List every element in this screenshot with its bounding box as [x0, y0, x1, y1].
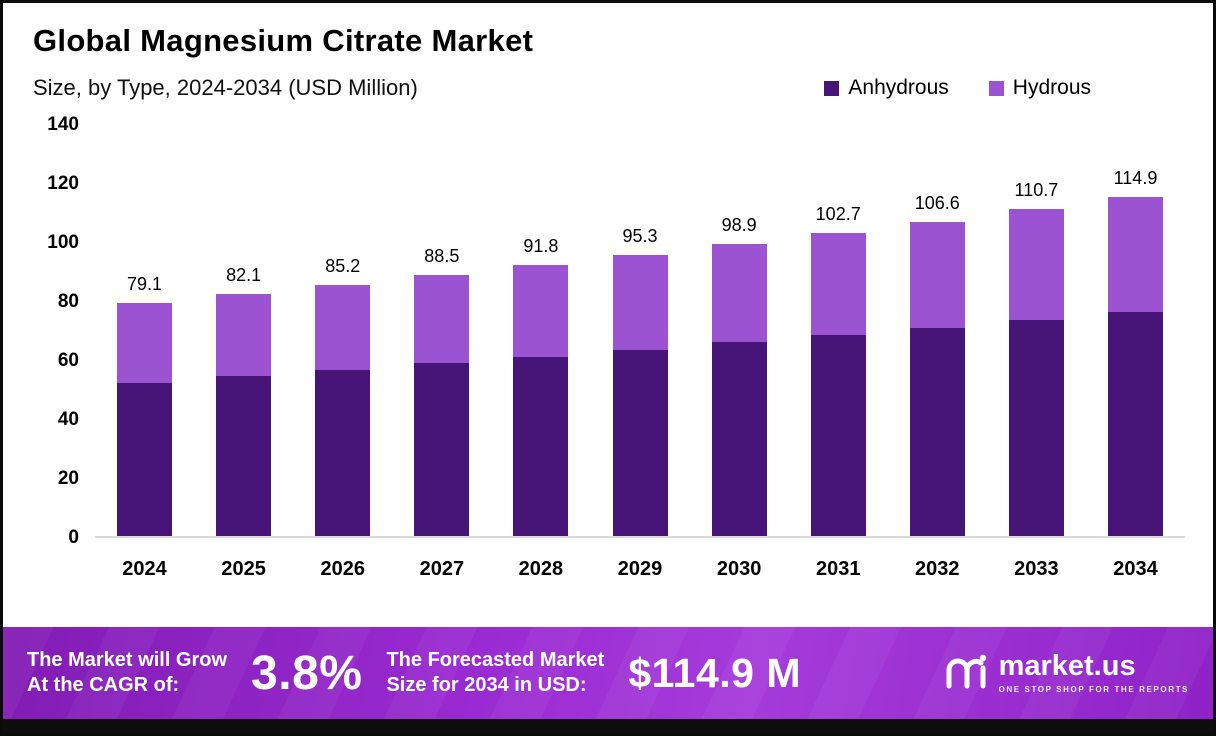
bar-group-2026: 85.2 — [293, 256, 392, 536]
forecast-label-line2: Size for 2034 in USD: — [386, 674, 587, 696]
legend-item-hydrous: Hydrous — [988, 76, 1091, 100]
anhydrous-segment-2033 — [1008, 320, 1064, 536]
hydrous-segment-2031 — [810, 233, 866, 336]
chart-subtitle: Size, by Type, 2024-2034 (USD Million) — [33, 75, 418, 100]
y-axis: 0 20 40 60 80 100 120 140 — [3, 114, 95, 548]
y-tick-140: 140 — [47, 114, 79, 135]
anhydrous-segment-2025 — [216, 376, 272, 536]
anhydrous-segment-2030 — [711, 341, 767, 536]
bar-total-label-2031: 102.7 — [815, 204, 861, 225]
bar-group-2032: 106.6 — [888, 193, 987, 536]
brand-logo: market.us ONE STOP SHOP FOR THE REPORTS — [943, 650, 1189, 696]
x-label-2027: 2027 — [419, 558, 465, 580]
x-axis: 2024 2025 2026 2027 2028 2029 2030 2031 2032 2033… — [95, 558, 1185, 581]
bar-total-label-2030: 98.9 — [721, 215, 757, 236]
bar-total-label-2034: 114.9 — [1113, 168, 1158, 189]
x-label-2031: 2031 — [815, 558, 861, 580]
y-tick-100: 100 — [47, 232, 79, 253]
y-tick-20: 20 — [57, 468, 79, 489]
brand-name: market.us — [998, 650, 1136, 682]
bar-total-label-2033: 110.7 — [1014, 180, 1059, 201]
y-tick-120: 120 — [47, 173, 79, 194]
anhydrous-segment-2029 — [612, 350, 668, 536]
bar-total-label-2026: 85.2 — [325, 255, 361, 276]
x-label-2025: 2025 — [221, 558, 266, 580]
hydrous-segment-2030 — [711, 244, 767, 342]
forecast-label-line1: The Forecasted Market — [386, 649, 605, 671]
anhydrous-segment-2027 — [414, 363, 470, 536]
hydrous-segment-2026 — [315, 284, 371, 370]
legend-item-anhydrous: Anhydrous — [824, 76, 949, 100]
stacked-bar-chart: 0 20 40 60 80 100 120 140 79.1 82.1 85.2 88.5 91.8 9… — [3, 114, 1213, 581]
y-tick-60: 60 — [57, 350, 79, 371]
bar-total-label-2029: 95.3 — [622, 225, 658, 246]
hydrous-segment-2024 — [117, 302, 173, 383]
legend-label-hydrous: Hydrous — [1012, 76, 1091, 99]
hydrous-segment-2029 — [612, 254, 668, 351]
x-label-2026: 2026 — [320, 558, 365, 580]
brand-tagline: ONE STOP SHOP FOR THE REPORTS — [998, 685, 1189, 694]
hydrous-segment-2028 — [513, 265, 569, 357]
y-tick-0: 0 — [68, 527, 79, 548]
bar-group-2025: 82.1 — [194, 265, 293, 536]
forecast-value: $114.9 M — [628, 649, 801, 696]
anhydrous-segment-2028 — [513, 356, 569, 536]
bars-row: 79.1 82.1 85.2 88.5 91.8 95.3 98.9 102.7 106.6 11… — [95, 125, 1185, 538]
bar-total-label-2028: 91.8 — [523, 236, 559, 257]
page-title: Global Magnesium Citrate Market — [33, 23, 534, 58]
hydrous-segment-2033 — [1008, 209, 1064, 321]
hydrous-segment-2025 — [216, 293, 272, 377]
plot-area: 79.1 82.1 85.2 88.5 91.8 95.3 98.9 102.7 106.6 11… — [95, 125, 1185, 581]
anhydrous-segment-2031 — [810, 335, 866, 536]
bar-group-2033: 110.7 — [987, 180, 1086, 536]
hydrous-segment-2027 — [414, 274, 470, 364]
x-label-2033: 2033 — [1014, 558, 1059, 580]
bottom-strip — [3, 719, 1213, 733]
x-label-2034: 2034 — [1113, 558, 1158, 580]
anhydrous-segment-2032 — [909, 328, 965, 536]
legend-swatch-hydrous — [988, 80, 1004, 96]
bar-group-2027: 88.5 — [392, 246, 491, 536]
bar-group-2029: 95.3 — [590, 226, 689, 536]
forecast-label: The Forecasted Market Size for 2034 in U… — [386, 648, 604, 698]
bar-group-2028: 91.8 — [491, 236, 590, 536]
legend-label-anhydrous: Anhydrous — [848, 76, 949, 99]
cagr-label-line1: The Market will Grow — [27, 649, 228, 671]
x-label-2028: 2028 — [518, 558, 564, 580]
bar-group-2030: 98.9 — [690, 215, 789, 536]
x-label-2032: 2032 — [915, 558, 960, 580]
bar-group-2031: 102.7 — [789, 204, 888, 536]
hydrous-segment-2034 — [1107, 197, 1163, 313]
cagr-value: 3.8% — [251, 646, 363, 700]
cagr-label: The Market will Grow At the CAGR of: — [27, 648, 227, 698]
brand-text: market.us ONE STOP SHOP FOR THE REPORTS — [998, 650, 1189, 695]
cagr-label-line2: At the CAGR of: — [27, 674, 180, 696]
bar-group-2034: 114.9 — [1086, 168, 1185, 536]
legend: Anhydrous Hydrous — [824, 76, 1091, 100]
y-tick-80: 80 — [57, 291, 79, 312]
x-label-2029: 2029 — [617, 558, 663, 580]
bar-total-label-2025: 82.1 — [226, 264, 262, 285]
bar-total-label-2032: 106.6 — [914, 192, 960, 213]
hydrous-segment-2032 — [909, 221, 965, 329]
bar-total-label-2024: 79.1 — [127, 273, 163, 294]
y-tick-40: 40 — [57, 409, 79, 430]
footer-banner: The Market will Grow At the CAGR of: 3.8… — [3, 627, 1213, 719]
anhydrous-segment-2034 — [1107, 312, 1163, 536]
legend-swatch-anhydrous — [824, 80, 840, 96]
x-label-2030: 2030 — [716, 558, 762, 580]
bar-group-2024: 79.1 — [95, 274, 194, 536]
x-label-2024: 2024 — [122, 558, 167, 580]
anhydrous-segment-2026 — [315, 369, 371, 536]
bar-total-label-2027: 88.5 — [424, 245, 460, 266]
market-us-logo-icon — [946, 654, 986, 689]
anhydrous-segment-2024 — [117, 382, 173, 536]
chart-header: Global Magnesium Citrate Market Size, by… — [3, 3, 1213, 101]
